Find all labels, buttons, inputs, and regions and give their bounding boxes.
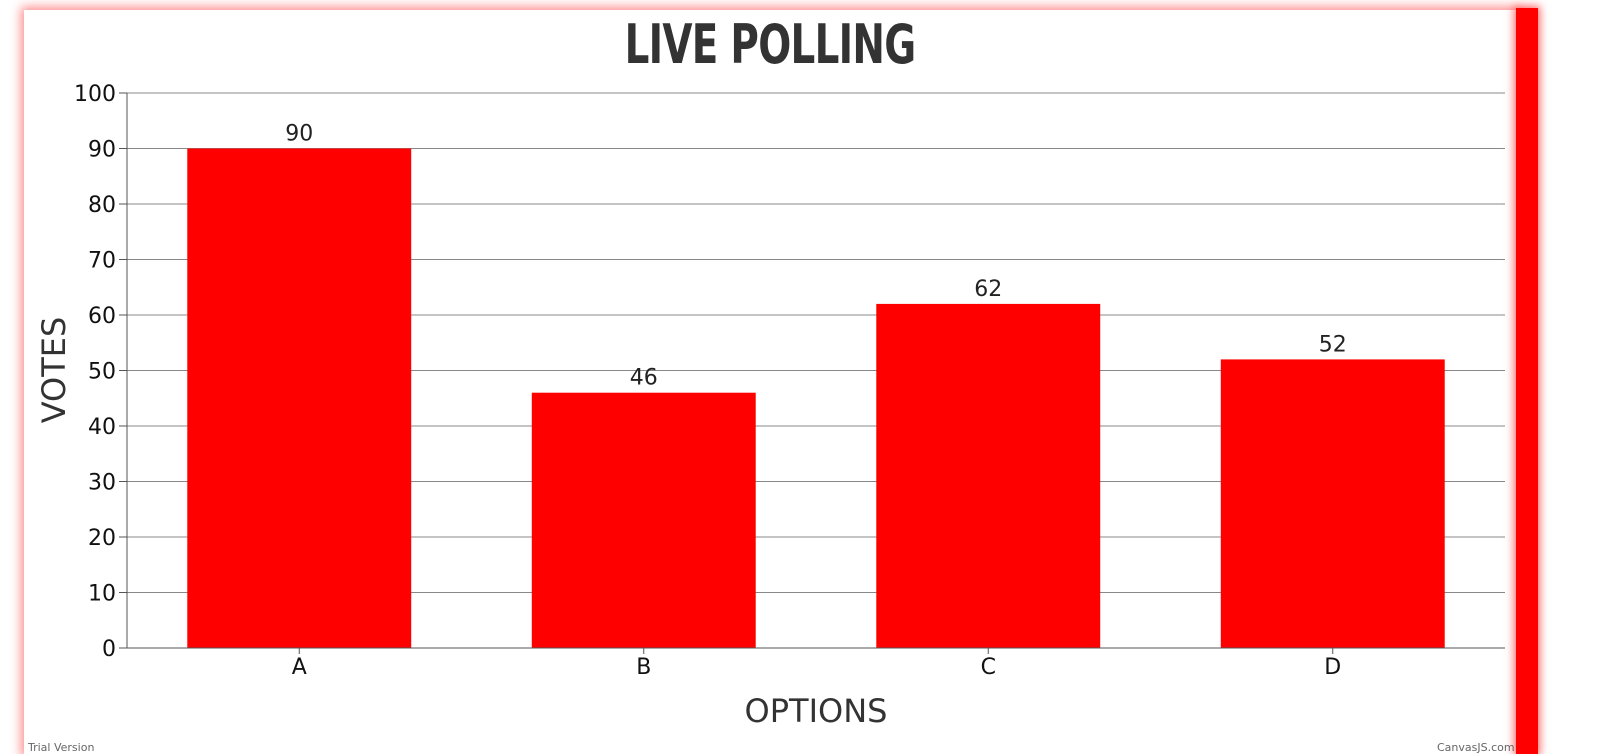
y-tick-label: 60: [88, 304, 116, 329]
y-tick-label: 10: [88, 582, 116, 607]
bar-c: [876, 303, 1101, 648]
x-tick-label-b: B: [636, 655, 651, 680]
chart-title: LIVE POLLING: [624, 13, 917, 76]
trial-version-note: Trial Version: [28, 741, 95, 754]
y-tick-label: 20: [88, 526, 116, 551]
y-tick-label: 0: [102, 637, 116, 662]
bar-d: [1220, 359, 1445, 648]
y-tick-label: 90: [88, 138, 116, 163]
bar-a: [187, 148, 412, 648]
bar-b: [531, 392, 756, 648]
data-label-b: 46: [630, 366, 658, 391]
x-axis-title: OPTIONS: [745, 692, 888, 730]
y-tick-label: 70: [88, 249, 116, 274]
y-tick-label: 100: [74, 82, 116, 107]
y-axis-title: VOTES: [35, 317, 73, 424]
canvasjs-credit: CanvasJS.com: [1437, 741, 1515, 754]
y-tick-label: 30: [88, 471, 116, 496]
bar-chart-plot: 0 10 20 30 40 50 60 70 80 90 100 90 A 46 B 62 C 52 D OPTION…: [35, 82, 1505, 730]
right-border-bar: [1516, 8, 1538, 754]
y-tick-label: 80: [88, 193, 116, 218]
data-label-c: 62: [974, 277, 1002, 302]
x-tick-label-a: A: [292, 655, 307, 680]
data-label-a: 90: [285, 122, 313, 147]
x-tick-label-d: D: [1324, 655, 1341, 680]
data-label-d: 52: [1319, 332, 1347, 357]
x-tick-label-c: C: [981, 655, 996, 680]
y-tick-label: 40: [88, 415, 116, 440]
y-tick-label: 50: [88, 360, 116, 385]
